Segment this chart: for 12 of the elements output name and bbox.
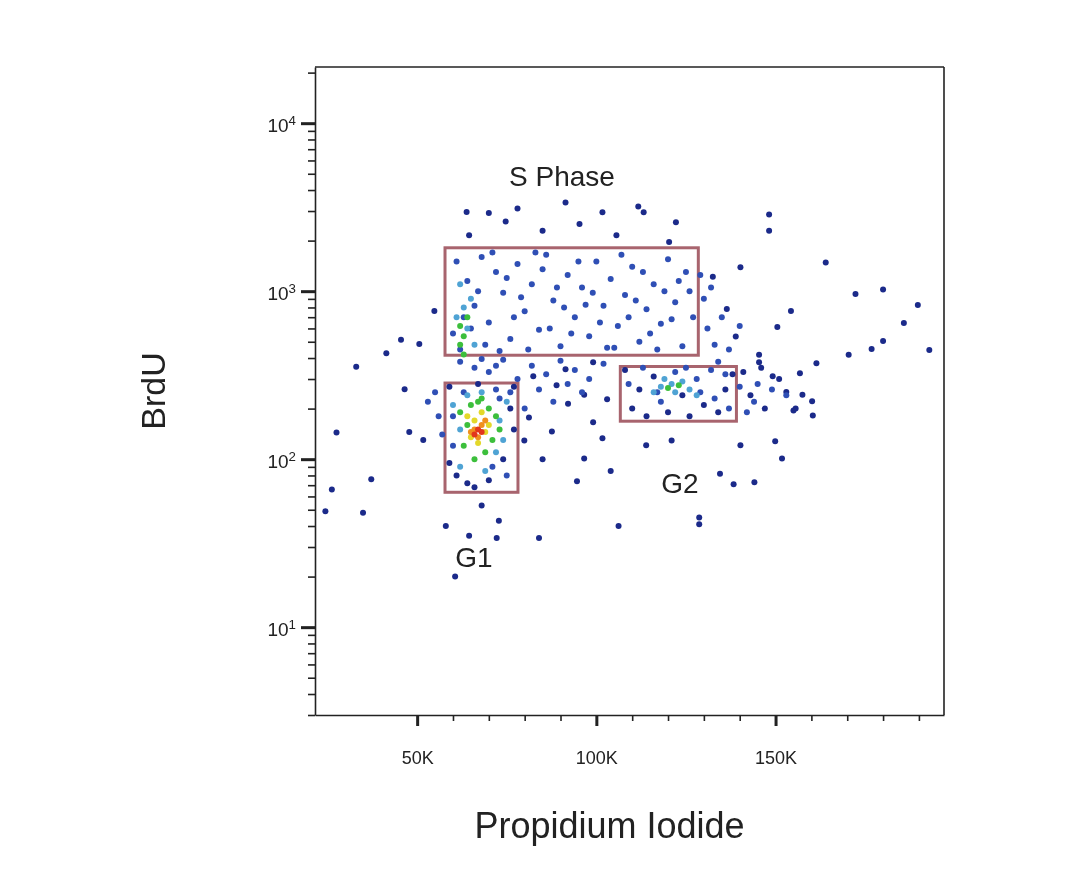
annotation: G1 <box>455 541 493 573</box>
y-tick-label: 10$^{3}$ <box>267 280 296 304</box>
x-tick-label: 50K <box>401 748 434 768</box>
x-axis-title: Propidium Iodide <box>474 805 745 846</box>
annotation: G2 <box>661 467 699 499</box>
y-tick-label: 10$^{2}$ <box>267 448 296 472</box>
x-tick-label: 100K <box>575 748 618 768</box>
y-tick-label: 10$^{1}$ <box>267 616 296 640</box>
x-tick-label: 150K <box>755 748 798 768</box>
annotation: S Phase <box>509 160 615 192</box>
y-axis-title: BrdU <box>134 352 172 430</box>
y-tick-label: 10$^{4}$ <box>267 112 296 136</box>
